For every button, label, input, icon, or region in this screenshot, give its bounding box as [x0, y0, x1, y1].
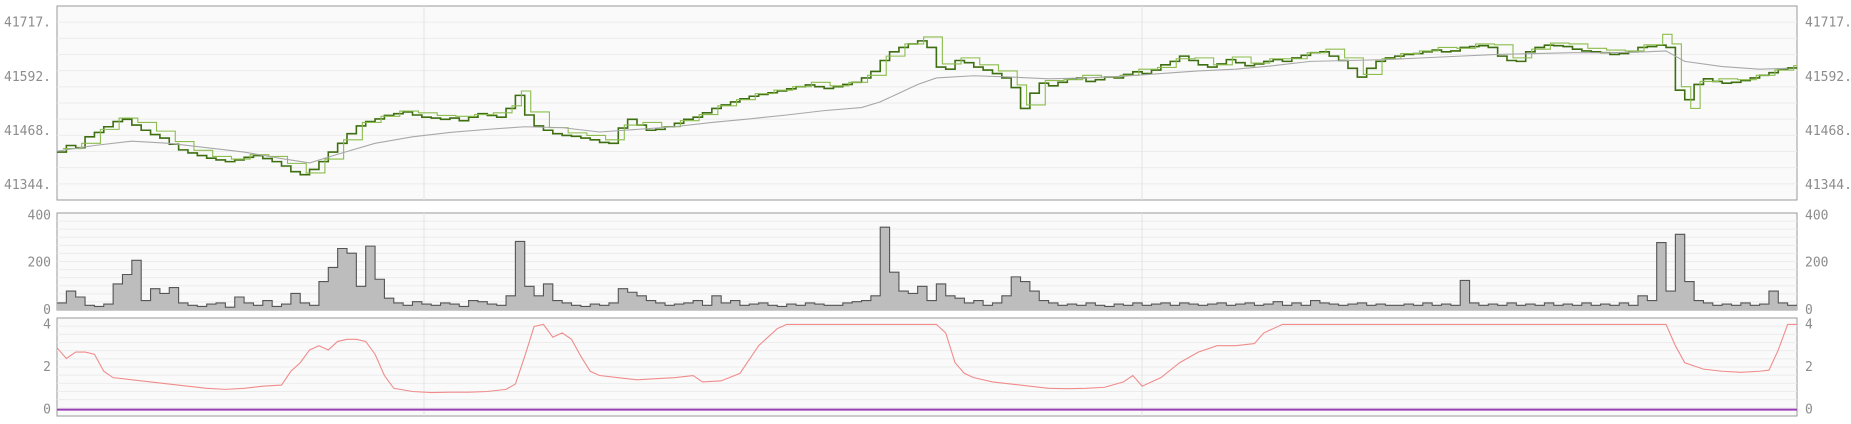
indicator-y-tick-right: 2 [1805, 360, 1813, 375]
indicator-y-tick-right: 0 [1805, 403, 1813, 418]
indicator-y-tick-right: 4 [1805, 317, 1813, 332]
volume-y-tick-right: 200 [1805, 256, 1828, 271]
price-y-tick-right: 41592. [1805, 70, 1851, 85]
indicator-y-tick-left: 0 [43, 403, 51, 418]
volume-y-tick-left: 0 [43, 303, 51, 318]
price-step-light-series [63, 33, 1797, 174]
price-y-tick-left: 41468. [4, 124, 51, 139]
volume-y-tick-right: 400 [1805, 208, 1828, 223]
volume-y-tick-left: 200 [28, 256, 51, 271]
indicator-red-series [57, 323, 1797, 394]
price-y-tick-right: 41344. [1805, 178, 1851, 193]
indicator-panel: 4 4 2 2 0 0 [43, 317, 1813, 417]
price-y-tick-left: 41344. [4, 178, 51, 193]
volume-y-tick-left: 400 [28, 208, 51, 223]
price-y-tick-left: 41717. [4, 16, 51, 31]
volume-series [57, 226, 1797, 308]
price-y-tick-left: 41592. [4, 70, 51, 85]
indicator-y-tick-left: 4 [43, 317, 51, 332]
volume-y-tick-right: 0 [1805, 303, 1813, 318]
indicator-y-tick-left: 2 [43, 360, 51, 375]
price-panel: 41717. 41717. 41592. 41592. 41468. 41468. 4134… [4, 5, 1851, 201]
price-y-tick-right: 41468. [1805, 124, 1851, 139]
volume-panel: 400 400 200 200 0 0 [28, 208, 1829, 318]
price-step-dark-series [57, 40, 1797, 176]
moving-average-series [57, 50, 1788, 164]
price-y-tick-right: 41717. [1805, 16, 1851, 31]
